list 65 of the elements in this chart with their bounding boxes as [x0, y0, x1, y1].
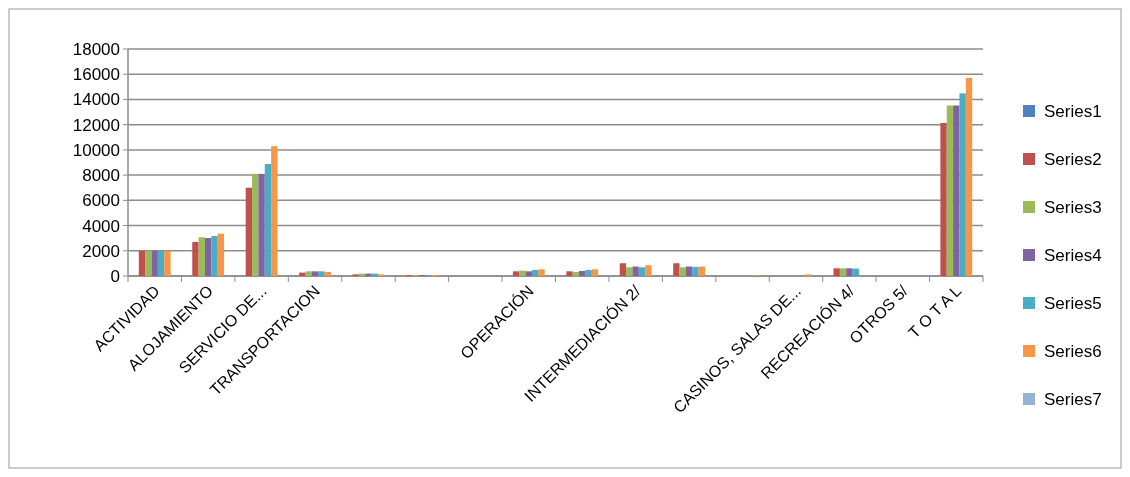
- y-tick-label: 10000: [72, 140, 120, 160]
- y-tick-label: 4000: [82, 216, 120, 236]
- bar: [940, 123, 947, 276]
- bar: [833, 268, 840, 276]
- y-tick-label: 18000: [72, 39, 120, 59]
- y-tick-label: 14000: [72, 90, 120, 110]
- bar: [264, 164, 272, 276]
- bar: [271, 146, 278, 276]
- bar: [512, 271, 520, 276]
- bar: [673, 263, 680, 276]
- bar: [311, 271, 319, 276]
- bar: [619, 263, 627, 276]
- bar: [698, 266, 705, 276]
- bar: [626, 267, 633, 276]
- bar: [211, 236, 218, 276]
- bar: [305, 271, 312, 276]
- bar: [679, 267, 686, 276]
- bar: [572, 271, 580, 276]
- bar: [566, 271, 573, 276]
- bar: [365, 273, 372, 276]
- y-tick-label: 0: [110, 266, 120, 286]
- bar: [192, 241, 199, 276]
- bar: [538, 269, 545, 276]
- bar: [245, 187, 253, 276]
- bar: [258, 173, 265, 276]
- bar: [685, 266, 693, 276]
- bar: [519, 270, 526, 276]
- bar: [138, 250, 146, 276]
- bar: [846, 268, 853, 276]
- bar: [318, 271, 325, 276]
- legend-label: Series1: [1044, 101, 1102, 121]
- legend-label: Series2: [1044, 149, 1102, 169]
- legend-label: Series6: [1044, 341, 1102, 361]
- bar: [252, 173, 259, 276]
- bar: [839, 268, 847, 276]
- bar: [531, 269, 539, 276]
- bar: [157, 250, 165, 276]
- bar: [204, 238, 212, 276]
- legend-label: Series3: [1044, 197, 1102, 217]
- bar: [579, 270, 586, 276]
- y-tick-label: 16000: [72, 65, 120, 85]
- legend-label: Series7: [1044, 389, 1102, 409]
- bar: [585, 269, 592, 276]
- bar: [164, 250, 171, 276]
- bar: [151, 250, 158, 276]
- y-tick-label: 12000: [72, 115, 120, 135]
- y-tick-label: 6000: [82, 191, 120, 211]
- bar: [959, 93, 966, 276]
- bar: [525, 271, 532, 276]
- bar: [145, 250, 152, 276]
- bar: [953, 105, 960, 276]
- bar: [198, 237, 205, 276]
- y-tick-label: 2000: [82, 241, 120, 261]
- bar: [692, 266, 699, 276]
- legend-label: Series5: [1044, 293, 1102, 313]
- bar: [946, 105, 954, 276]
- bar: [645, 265, 652, 276]
- bar: [591, 269, 599, 276]
- bar: [632, 266, 639, 276]
- bar: [638, 267, 646, 276]
- bar: [324, 271, 331, 276]
- bar: [217, 233, 225, 276]
- bar: [965, 77, 973, 276]
- legend-label: Series4: [1044, 245, 1102, 265]
- y-tick-label: 8000: [82, 166, 120, 186]
